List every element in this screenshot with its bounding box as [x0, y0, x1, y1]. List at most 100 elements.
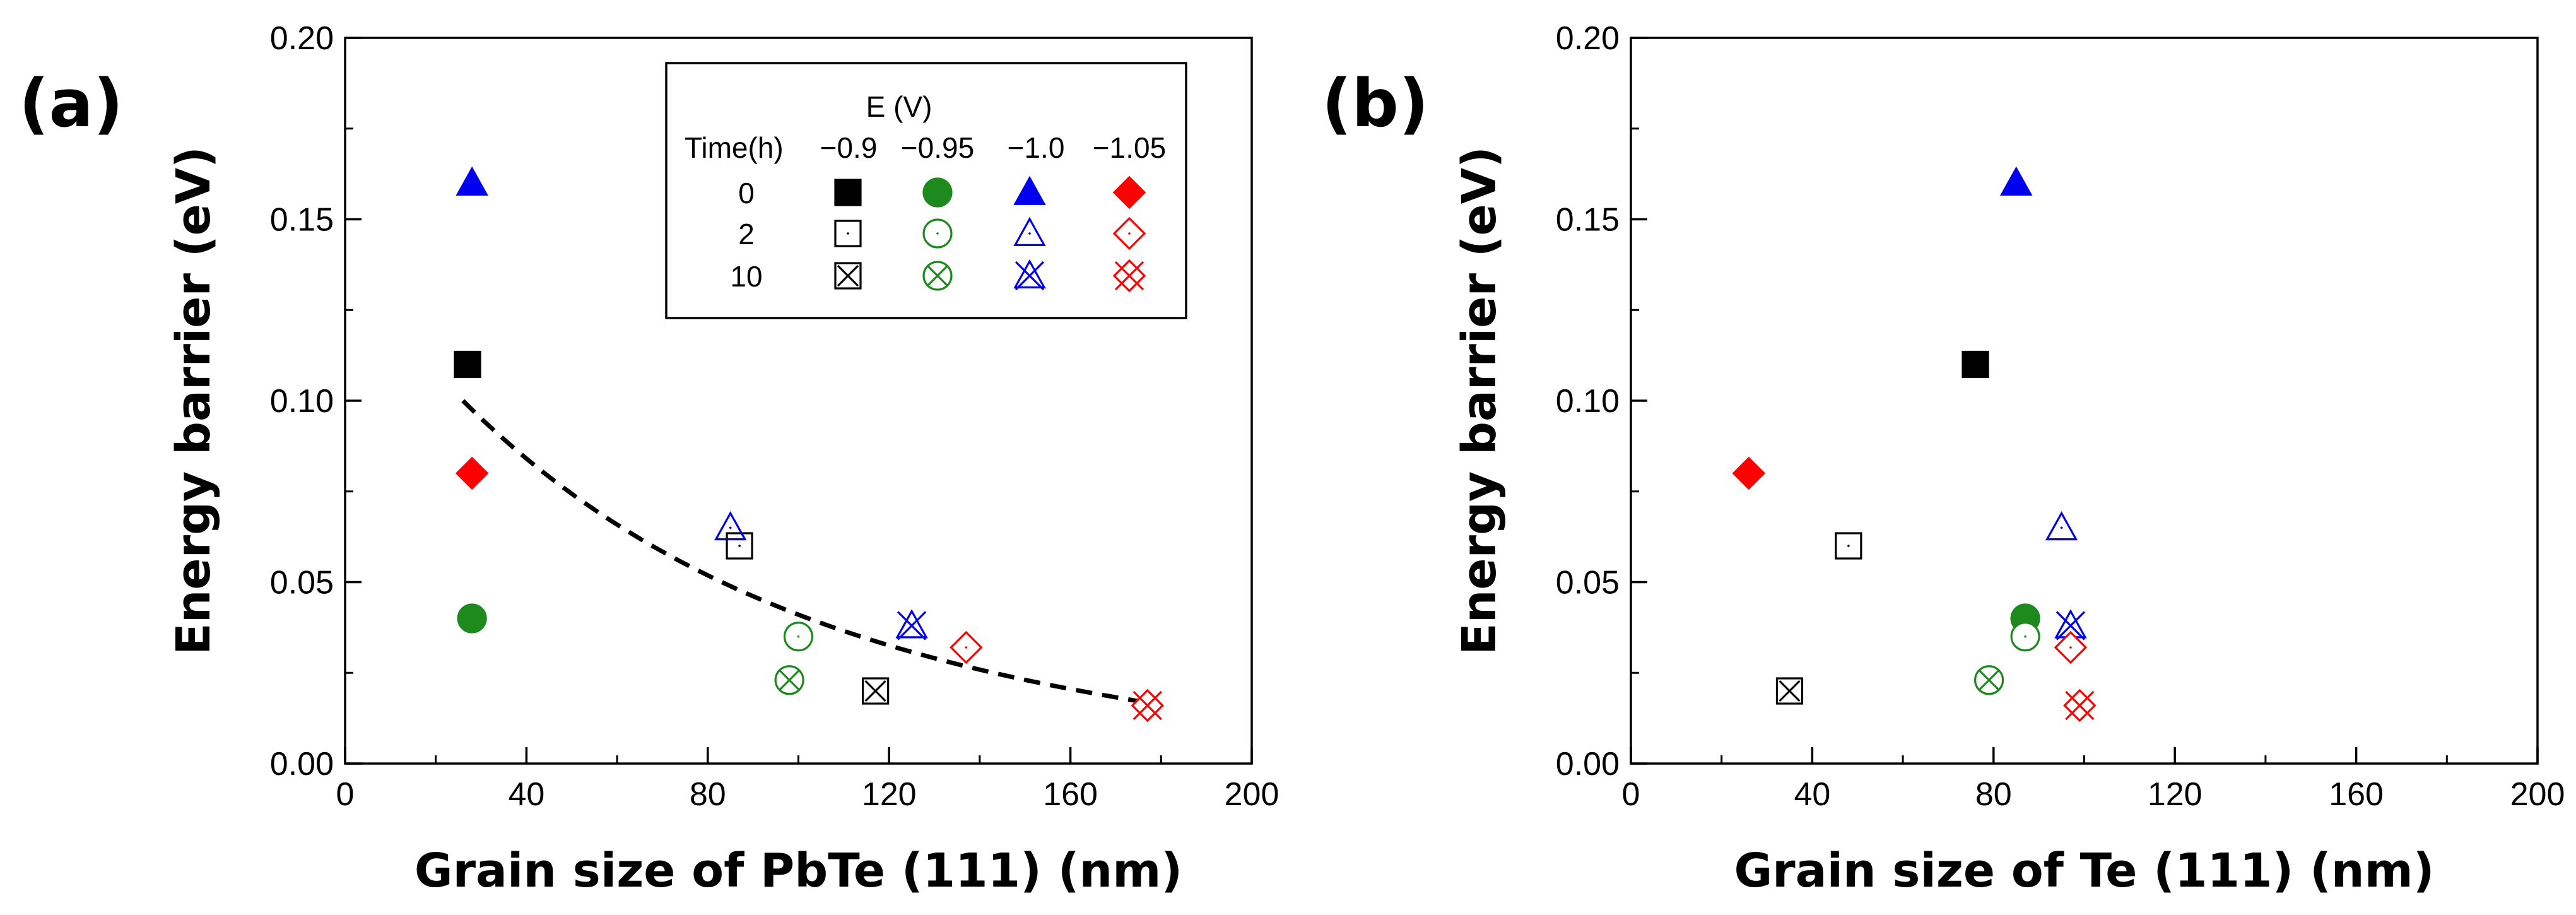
marker-cross: [897, 611, 927, 640]
data-point-vm0.95-t10[interactable]: [774, 665, 804, 695]
x-tick-label: 0: [336, 776, 355, 813]
chart-panel-b: 0 40 80 120 160 200 0.00 0.05 0.10 0.15 0.20 Grain …: [1322, 20, 2565, 898]
legend-marker[interactable]: [1013, 259, 1046, 291]
marker-center-dot: [1028, 232, 1031, 235]
data-point-vm0.9-t10[interactable]: [862, 677, 890, 705]
marker-body: [455, 456, 489, 490]
marker-cross: [778, 669, 801, 691]
marker-center-dot: [936, 232, 939, 235]
legend-marker[interactable]: [834, 179, 862, 206]
legend-marker[interactable]: [1013, 216, 1046, 246]
data-point-vm0.95-t10[interactable]: [1974, 665, 2004, 695]
y-tick-label: 0.10: [1556, 383, 1620, 420]
marker-body: [456, 166, 488, 196]
marker-cross: [2056, 611, 2086, 640]
legend-time-label: 10: [730, 260, 762, 293]
legend-marker[interactable]: [922, 177, 953, 208]
marker-cross: [1015, 261, 1045, 291]
marker-center-dot: [2069, 646, 2072, 649]
data-point-vm1.0-t2[interactable]: [714, 511, 747, 541]
marker-body: [1112, 175, 1146, 210]
x-tick-label: 0: [1622, 776, 1640, 813]
marker-body: [1013, 259, 1046, 288]
x-tick-label: 200: [1225, 776, 1279, 813]
marker-body: [454, 350, 481, 379]
y-axis-title: Energy barrier (eV): [167, 146, 221, 655]
data-point-vm1.0-t10[interactable]: [895, 609, 928, 640]
marker-cross: [1779, 680, 1801, 702]
marker-body: [834, 179, 862, 206]
marker-cross: [837, 264, 859, 287]
data-point-vm1.05-t0[interactable]: [455, 456, 489, 490]
y-tick-label: 0.00: [270, 746, 334, 782]
marker-center-dot: [797, 635, 800, 638]
marker-center-dot: [2024, 635, 2026, 638]
marker-body: [922, 177, 953, 208]
data-point-vm0.9-t0[interactable]: [1961, 350, 1989, 379]
marker-body: [895, 609, 928, 639]
legend-time-label: 0: [738, 177, 755, 210]
marker-body: [457, 603, 487, 634]
data-point-vm1.0-t0[interactable]: [2000, 166, 2033, 196]
legend-voltage-label: −0.9: [820, 131, 878, 164]
x-tick-label: 200: [2510, 776, 2565, 813]
legend-marker[interactable]: [1112, 259, 1146, 293]
marker-body: [2045, 511, 2078, 541]
x-tick-label: 160: [2329, 776, 2384, 813]
data-point-vm1.05-t0[interactable]: [1732, 456, 1766, 490]
panel-label: (a): [19, 65, 123, 142]
marker-center-dot: [2060, 526, 2063, 529]
legend-marker[interactable]: [922, 218, 953, 249]
y-tick-label: 0.15: [270, 202, 334, 239]
x-axis-title: Grain size of PbTe (111) (nm): [415, 844, 1182, 898]
legend-marker[interactable]: [834, 220, 862, 247]
legend-marker[interactable]: [1112, 216, 1146, 251]
marker-body: [714, 511, 747, 541]
legend: E (V) Time(h) −0.9 −0.95 −1.0 −1.05 0 2 10: [665, 62, 1187, 319]
legend-marker[interactable]: [1112, 175, 1146, 210]
data-point-vm1.05-t2[interactable]: [950, 630, 983, 664]
legend-row-header: Time(h): [685, 131, 784, 164]
data-point-vm0.9-t2[interactable]: [726, 532, 753, 560]
marker-cross: [926, 264, 949, 287]
legend-marker[interactable]: [834, 262, 862, 290]
marker-body: [1961, 350, 1989, 379]
marker-body: [1013, 175, 1046, 205]
data-point-vm0.95-t2[interactable]: [2010, 622, 2040, 652]
marker-cross: [2065, 690, 2095, 721]
marker-body: [1013, 216, 1046, 246]
x-tick-label: 40: [508, 776, 544, 813]
data-point-vm0.9-t0[interactable]: [454, 350, 481, 379]
legend-time-label: 2: [738, 218, 755, 251]
fit-curve-dashed: [461, 399, 1144, 704]
legend-voltage-label: −1.05: [1093, 131, 1166, 164]
legend-voltage-label: −1.0: [1008, 131, 1065, 164]
marker-cross: [1114, 261, 1144, 291]
data-point-vm0.95-t2[interactable]: [783, 622, 814, 652]
y-tick-label: 0.20: [1556, 20, 1620, 57]
data-point-vm1.05-t10[interactable]: [1131, 688, 1165, 723]
data-point-vm1.05-t10[interactable]: [2063, 688, 2097, 723]
data-point-vm1.05-t2[interactable]: [2054, 630, 2088, 664]
legend-marker[interactable]: [1013, 175, 1046, 205]
x-tick-label: 80: [1975, 776, 2012, 813]
legend-header: E (V): [866, 90, 932, 123]
y-tick-label: 0.15: [1556, 202, 1620, 239]
marker-center-dot: [738, 545, 741, 547]
data-point-vm1.0-t0[interactable]: [456, 166, 488, 196]
y-tick-label: 0.20: [270, 20, 334, 57]
marker-center-dot: [729, 526, 732, 529]
x-tick-label: 120: [2148, 776, 2203, 813]
chart-panel-a: 0 40 80 120 160 200 0.00 0.05 0.10 0.15 0.20 Grain …: [19, 20, 1279, 898]
x-tick-label: 80: [690, 776, 726, 813]
y-tick-label: 0.05: [270, 565, 334, 601]
legend-marker[interactable]: [922, 261, 953, 291]
data-point-vm0.9-t10[interactable]: [1775, 677, 1804, 705]
marker-body: [2000, 166, 2033, 196]
data-point-vm1.0-t2[interactable]: [2045, 511, 2078, 541]
x-tick-label: 120: [862, 776, 917, 813]
data-point-vm0.95-t0[interactable]: [457, 603, 487, 634]
legend-voltage-label: −0.95: [901, 131, 974, 164]
marker-center-dot: [965, 646, 968, 649]
data-point-vm0.9-t2[interactable]: [1835, 532, 1862, 560]
